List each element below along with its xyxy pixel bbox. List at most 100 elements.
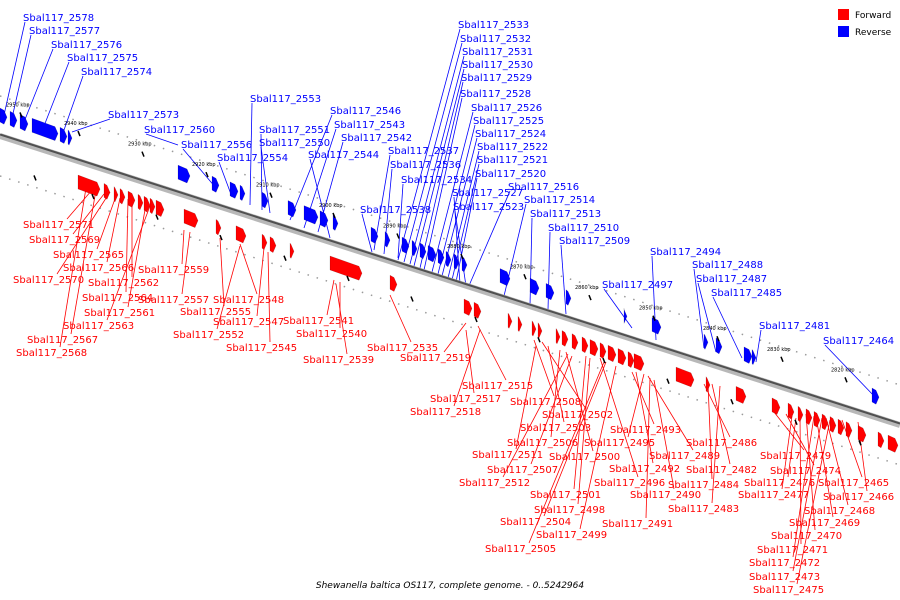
forward-gene-arrow — [829, 416, 837, 433]
forward-gene-arrow — [877, 431, 885, 449]
scale-tick — [155, 214, 159, 220]
forward-leader-line — [267, 251, 271, 343]
reverse-gene-label: Sbal117_2522 — [477, 142, 548, 153]
forward-gene-label: Sbal117_2505 — [485, 544, 556, 555]
reverse-gene-label: Sbal117_2481 — [759, 321, 830, 332]
reverse-gene-label: Sbal117_2527 — [452, 188, 523, 199]
reverse-leader-line — [289, 114, 333, 221]
reverse-gene-label: Sbal117_2553 — [250, 94, 321, 105]
reverse-gene-label: Sbal117_2532 — [460, 34, 531, 45]
scale-tick-label: 2840 kbp — [703, 326, 727, 332]
forward-leader-line — [787, 417, 797, 478]
forward-leader-line — [635, 371, 654, 464]
forward-leader-line — [579, 365, 617, 530]
reverse-leader-line — [413, 68, 465, 267]
forward-leader-line — [631, 371, 655, 425]
reverse-gene-arrow — [565, 289, 572, 306]
forward-leader-line — [326, 279, 335, 316]
forward-leader-line — [72, 193, 105, 235]
forward-leader-line — [216, 245, 241, 330]
reverse-leader-line — [423, 97, 463, 271]
forward-gene-arrow — [463, 298, 473, 316]
forward-gene-label: Sbal117_2515 — [462, 381, 533, 392]
forward-leader-line — [792, 415, 815, 558]
forward-gene-label: Sbal117_2562 — [88, 278, 159, 289]
reverse-gene-label: Sbal117_2529 — [461, 73, 532, 84]
scale-tick-label: 2860 kbp — [575, 285, 599, 291]
reverse-gene-arrow — [411, 239, 418, 257]
forward-gene-arrow — [473, 301, 482, 319]
forward-gene-label: Sbal117_2540 — [296, 329, 367, 340]
reverse-gene-arrow — [0, 107, 8, 125]
forward-gene-arrow — [887, 434, 899, 453]
reverse-leader-line — [431, 111, 474, 273]
forward-leader-line — [443, 322, 467, 353]
reverse-gene-arrow — [453, 253, 460, 270]
reverse-gene-arrow — [743, 346, 753, 364]
forward-gene-arrow — [821, 413, 829, 431]
reverse-leader-line — [419, 81, 464, 269]
forward-gene-arrow — [705, 375, 711, 393]
forward-gene-label: Sbal117_2539 — [303, 355, 374, 366]
reverse-gene-label: Sbal117_2521 — [477, 155, 548, 166]
forward-gene-label: Sbal117_2476 — [744, 478, 815, 489]
forward-gene-label: Sbal117_2471 — [757, 545, 828, 556]
reverse-gene-label: Sbal117_2554 — [217, 153, 288, 164]
forward-gene-label: Sbal117_2506 — [507, 438, 578, 449]
scale-tick — [269, 192, 273, 198]
forward-gene-label: Sbal117_2495 — [584, 438, 655, 449]
reverse-leader-line — [403, 42, 463, 263]
reverse-leader-line — [218, 161, 233, 198]
forward-leader-line — [528, 361, 605, 544]
reverse-leader-line — [145, 133, 179, 146]
forward-gene-label: Sbal117_2465 — [818, 478, 889, 489]
forward-leader-line — [711, 383, 731, 465]
forward-gene-label: Sbal117_2535 — [367, 343, 438, 354]
forward-gene-label: Sbal117_2477 — [738, 490, 809, 501]
forward-gene-label: Sbal117_2570 — [13, 275, 84, 286]
forward-gene-label: Sbal117_2568 — [16, 348, 87, 359]
scale-tick — [794, 419, 798, 426]
reverse-gene-arrow — [177, 164, 191, 184]
reverse-gene-label: Sbal117_2544 — [308, 150, 379, 161]
forward-gene-label: Sbal117_2547 — [213, 317, 284, 328]
reverse-leader-line — [3, 21, 26, 116]
scale-tick-label: 2870 kbp — [510, 264, 534, 270]
forward-leader-line — [547, 345, 565, 423]
reverse-gene-arrow — [287, 200, 297, 218]
forward-gene-label: Sbal117_2563 — [63, 321, 134, 332]
forward-leader-line — [653, 379, 675, 490]
forward-gene-label: Sbal117_2508 — [510, 397, 581, 408]
reverse-leader-line — [397, 183, 404, 259]
reverse-gene-label: Sbal117_2551 — [259, 125, 330, 136]
forward-leader-line — [106, 205, 151, 321]
forward-leader-line — [70, 189, 97, 335]
forward-leader-line — [256, 247, 265, 317]
reverse-gene-label: Sbal117_2528 — [460, 89, 531, 100]
forward-gene-arrow — [813, 410, 821, 428]
forward-gene-arrow — [555, 327, 561, 345]
reverse-gene-arrow — [19, 114, 29, 132]
reverse-leader-line — [437, 124, 476, 275]
scale-tick — [19, 112, 23, 118]
reverse-gene-arrow — [211, 175, 220, 193]
reverse-gene-label: Sbal117_2538 — [360, 205, 431, 216]
forward-gene-label: Sbal117_2559 — [138, 265, 209, 276]
forward-gene-arrow — [599, 342, 607, 359]
forward-gene-label: Sbal117_2498 — [534, 505, 605, 516]
reverse-leader-line — [11, 34, 32, 119]
scale-tick — [730, 398, 734, 405]
forward-gene-arrow — [531, 320, 537, 337]
forward-gene-arrow — [633, 353, 645, 372]
forward-gene-label: Sbal117_2482 — [686, 465, 757, 476]
genome-backbone — [0, 133, 900, 428]
forward-gene-arrow — [581, 336, 589, 354]
forward-gene-arrow — [617, 348, 627, 366]
forward-gene-arrow — [507, 312, 513, 329]
forward-gene-arrow — [269, 236, 277, 253]
reverse-gene-label: Sbal117_2537 — [388, 146, 459, 157]
forward-gene-label: Sbal117_2507 — [487, 465, 558, 476]
forward-leader-line — [550, 349, 561, 438]
scale-tick — [780, 356, 784, 363]
scale-tick — [588, 294, 592, 301]
